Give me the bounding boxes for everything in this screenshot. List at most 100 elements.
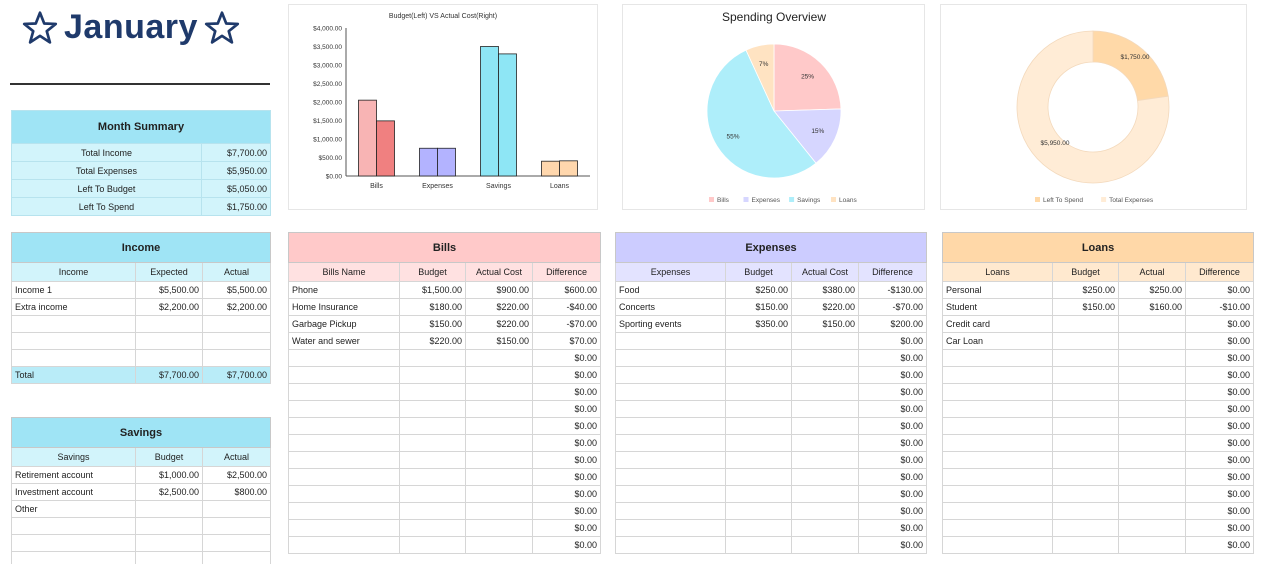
table-cell[interactable]: $0.00 bbox=[858, 366, 927, 384]
table-cell[interactable]: $0.00 bbox=[1184, 281, 1255, 299]
table-cell[interactable] bbox=[791, 451, 859, 469]
table-cell[interactable] bbox=[1118, 315, 1186, 333]
table-cell[interactable] bbox=[135, 517, 203, 535]
table-cell[interactable] bbox=[465, 417, 533, 435]
table-cell[interactable] bbox=[1118, 349, 1186, 367]
table-cell[interactable] bbox=[465, 400, 533, 418]
table-cell[interactable]: $150.00 bbox=[399, 315, 466, 333]
table-cell[interactable] bbox=[791, 536, 859, 554]
table-cell[interactable]: $180.00 bbox=[399, 298, 466, 316]
table-cell[interactable] bbox=[1052, 536, 1119, 554]
table-cell[interactable]: $0.00 bbox=[858, 332, 927, 350]
table-cell[interactable]: $0.00 bbox=[858, 519, 927, 537]
table-cell[interactable] bbox=[288, 349, 400, 367]
table-cell[interactable]: $150.00 bbox=[465, 332, 533, 350]
table-cell[interactable] bbox=[1052, 332, 1119, 350]
table-cell[interactable] bbox=[791, 332, 859, 350]
table-cell[interactable] bbox=[725, 468, 792, 486]
total-label[interactable]: Total bbox=[11, 366, 136, 384]
table-cell[interactable]: $0.00 bbox=[1184, 468, 1255, 486]
table-cell[interactable]: $0.00 bbox=[858, 485, 927, 503]
table-cell[interactable] bbox=[942, 468, 1053, 486]
table-cell[interactable] bbox=[615, 519, 726, 537]
table-cell[interactable]: $0.00 bbox=[1184, 315, 1255, 333]
table-cell[interactable]: $0.00 bbox=[531, 366, 602, 384]
table-cell[interactable]: $250.00 bbox=[1052, 281, 1119, 299]
table-cell[interactable] bbox=[1118, 485, 1186, 503]
table-cell[interactable] bbox=[1052, 519, 1119, 537]
table-cell[interactable] bbox=[791, 400, 859, 418]
table-cell[interactable]: $0.00 bbox=[858, 400, 927, 418]
table-cell[interactable] bbox=[201, 500, 272, 518]
table-cell[interactable] bbox=[201, 517, 272, 535]
table-cell[interactable] bbox=[135, 500, 203, 518]
table-cell[interactable] bbox=[725, 536, 792, 554]
table-cell[interactable] bbox=[791, 417, 859, 435]
table-cell[interactable]: $0.00 bbox=[1184, 400, 1255, 418]
table-cell[interactable] bbox=[1118, 400, 1186, 418]
summary-value[interactable]: $1,750.00 bbox=[201, 197, 271, 216]
summary-label[interactable]: Left To Spend bbox=[11, 197, 202, 216]
table-cell[interactable] bbox=[135, 534, 203, 552]
table-cell[interactable] bbox=[11, 315, 136, 333]
summary-label[interactable]: Total Expenses bbox=[11, 161, 202, 180]
table-cell[interactable]: $0.00 bbox=[1184, 536, 1255, 554]
table-cell[interactable] bbox=[399, 400, 466, 418]
table-cell[interactable] bbox=[288, 502, 400, 520]
table-cell[interactable]: Phone bbox=[288, 281, 400, 299]
table-cell[interactable]: $900.00 bbox=[465, 281, 533, 299]
table-cell[interactable] bbox=[399, 468, 466, 486]
table-cell[interactable] bbox=[288, 451, 400, 469]
table-cell[interactable]: $250.00 bbox=[725, 281, 792, 299]
table-cell[interactable]: $2,500.00 bbox=[201, 466, 272, 484]
table-cell[interactable] bbox=[1052, 366, 1119, 384]
table-cell[interactable]: Garbage Pickup bbox=[288, 315, 400, 333]
table-cell[interactable] bbox=[465, 519, 533, 537]
table-cell[interactable] bbox=[399, 519, 466, 537]
table-cell[interactable]: Personal bbox=[942, 281, 1053, 299]
table-cell[interactable]: -$40.00 bbox=[531, 298, 602, 316]
table-cell[interactable] bbox=[399, 485, 466, 503]
table-cell[interactable] bbox=[942, 366, 1053, 384]
table-cell[interactable] bbox=[202, 332, 271, 350]
table-cell[interactable] bbox=[615, 468, 726, 486]
table-cell[interactable]: $350.00 bbox=[725, 315, 792, 333]
summary-label[interactable]: Total Income bbox=[11, 143, 202, 162]
table-cell[interactable] bbox=[725, 332, 792, 350]
table-cell[interactable] bbox=[465, 349, 533, 367]
table-cell[interactable] bbox=[399, 349, 466, 367]
table-cell[interactable]: Other bbox=[11, 500, 136, 518]
table-cell[interactable] bbox=[725, 417, 792, 435]
table-cell[interactable]: $0.00 bbox=[858, 383, 927, 401]
table-cell[interactable] bbox=[399, 434, 466, 452]
table-cell[interactable]: $0.00 bbox=[1184, 417, 1255, 435]
table-cell[interactable]: $70.00 bbox=[531, 332, 602, 350]
table-cell[interactable] bbox=[1052, 468, 1119, 486]
table-cell[interactable] bbox=[1052, 417, 1119, 435]
table-cell[interactable] bbox=[288, 383, 400, 401]
table-cell[interactable]: $0.00 bbox=[531, 349, 602, 367]
table-cell[interactable]: Income 1 bbox=[11, 281, 136, 299]
table-cell[interactable] bbox=[942, 383, 1053, 401]
table-cell[interactable]: $0.00 bbox=[531, 536, 602, 554]
table-cell[interactable]: $0.00 bbox=[531, 519, 602, 537]
table-cell[interactable] bbox=[1118, 536, 1186, 554]
summary-value[interactable]: $5,050.00 bbox=[201, 179, 271, 198]
table-cell[interactable]: -$10.00 bbox=[1184, 298, 1255, 316]
table-cell[interactable] bbox=[615, 451, 726, 469]
table-cell[interactable] bbox=[942, 434, 1053, 452]
table-cell[interactable] bbox=[288, 417, 400, 435]
table-cell[interactable] bbox=[11, 349, 136, 367]
table-cell[interactable] bbox=[465, 434, 533, 452]
table-cell[interactable] bbox=[288, 485, 400, 503]
table-cell[interactable]: Investment account bbox=[11, 483, 136, 501]
table-cell[interactable] bbox=[135, 315, 203, 333]
summary-label[interactable]: Left To Budget bbox=[11, 179, 202, 198]
table-cell[interactable] bbox=[135, 349, 203, 367]
table-cell[interactable] bbox=[1052, 315, 1119, 333]
table-cell[interactable] bbox=[11, 517, 136, 535]
table-cell[interactable] bbox=[1118, 519, 1186, 537]
table-cell[interactable]: Sporting events bbox=[615, 315, 726, 333]
table-cell[interactable] bbox=[399, 383, 466, 401]
table-cell[interactable] bbox=[791, 468, 859, 486]
